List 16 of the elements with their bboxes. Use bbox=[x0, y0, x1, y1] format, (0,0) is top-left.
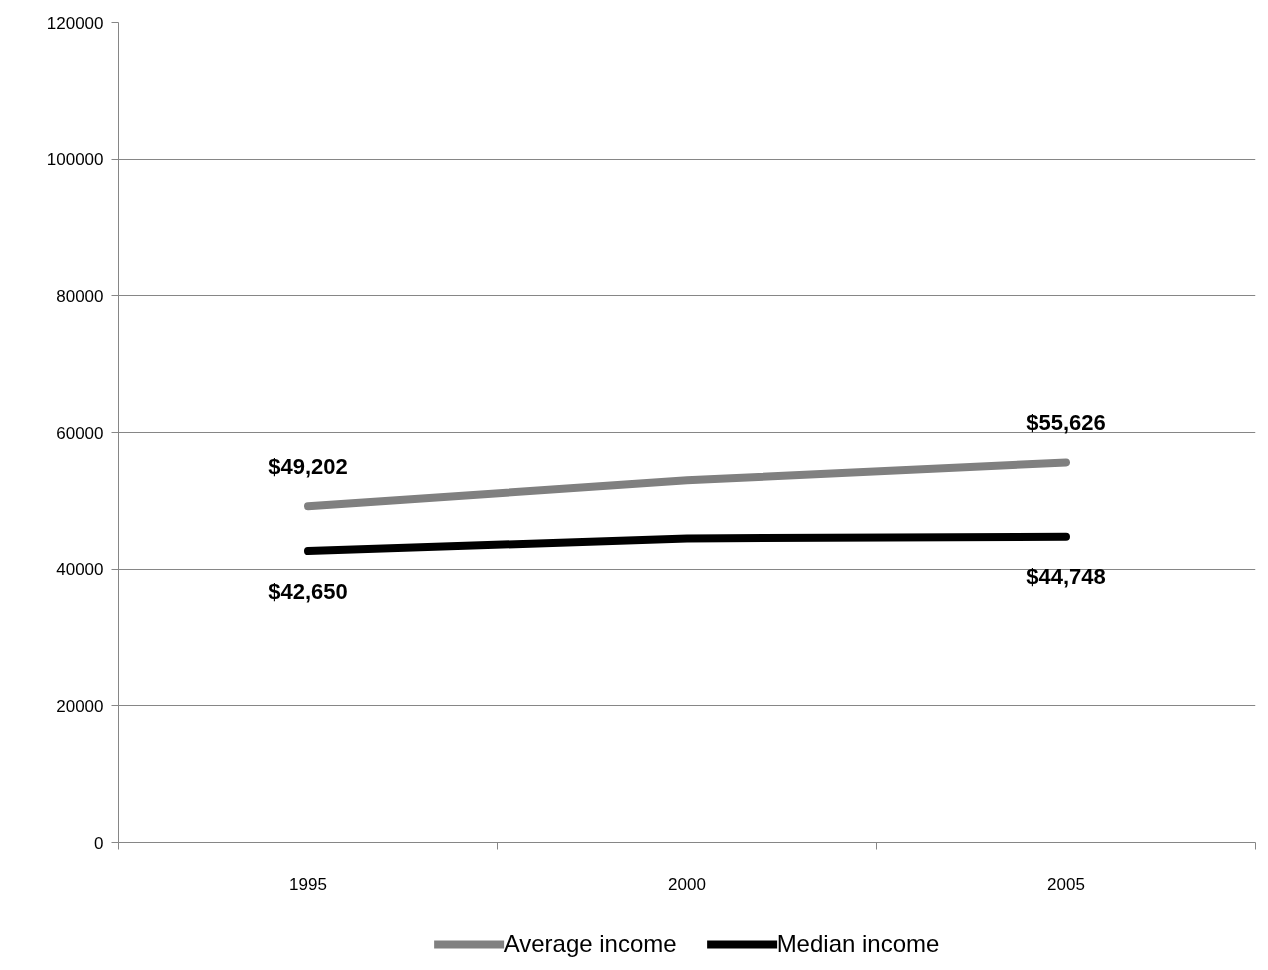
x-tick-label: 2005 bbox=[1047, 874, 1085, 894]
y-tick-label: 120000 bbox=[46, 13, 104, 33]
y-tick-label: 80000 bbox=[56, 286, 104, 306]
data-label: $55,626 bbox=[1026, 409, 1106, 435]
legend-label: Average income bbox=[503, 930, 677, 958]
y-tick-label: 0 bbox=[94, 833, 104, 853]
x-tick-label: 2000 bbox=[668, 874, 706, 894]
y-tick-label: 20000 bbox=[56, 696, 104, 716]
data-label: $49,202 bbox=[268, 453, 348, 479]
legend-label: Median income bbox=[776, 930, 940, 958]
data-label: $42,650 bbox=[268, 578, 348, 604]
x-tick-label: 1995 bbox=[289, 874, 327, 894]
data-label: $44,748 bbox=[1026, 564, 1106, 590]
y-tick-label: 40000 bbox=[56, 560, 104, 580]
y-tick-label: 100000 bbox=[46, 150, 104, 170]
y-tick-label: 60000 bbox=[56, 423, 104, 443]
